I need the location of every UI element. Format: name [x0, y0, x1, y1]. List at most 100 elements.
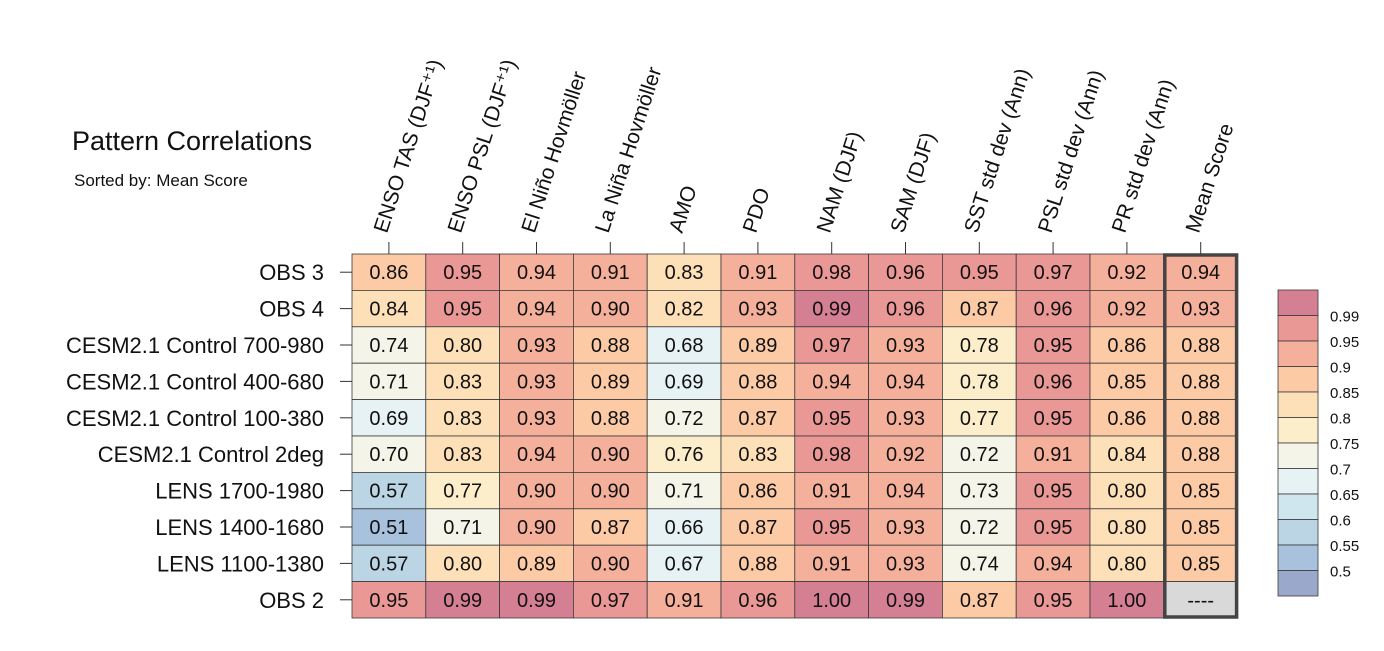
cell-value-label: 0.83: [665, 262, 704, 284]
cell-value-label: 0.99: [812, 299, 851, 321]
cell-value-label: 0.72: [960, 517, 999, 539]
cell-value-label: 0.88: [1181, 335, 1220, 357]
cell-value-label: 0.94: [517, 444, 556, 466]
colorbar-tick-label: 0.85: [1330, 385, 1359, 402]
heatmap-cell: [1015, 362, 1091, 401]
heatmap-cell: [720, 581, 796, 619]
cell-value-label: 0.97: [1034, 262, 1073, 284]
cell-value-label: 0.92: [886, 444, 925, 466]
heatmap-cell: [1089, 289, 1165, 328]
cell-value-label: 0.69: [369, 408, 408, 430]
column-label: ENSO PSL (DJF⁺¹): [444, 57, 522, 236]
cell-value-label: 0.86: [738, 481, 777, 503]
cell-value-label: 0.88: [1181, 371, 1220, 393]
cell-value-label: 0.80: [443, 553, 482, 575]
heatmap-cell: [1015, 508, 1091, 546]
cell-value-label: 0.95: [443, 262, 482, 284]
cell-value-label: 0.77: [960, 408, 999, 430]
heatmap-cell: [1163, 289, 1239, 328]
cell-value-label: 0.95: [960, 262, 999, 284]
cell-value-label: 0.90: [591, 299, 630, 321]
heatmap-cell: [425, 544, 500, 583]
heatmap-cell: [1089, 362, 1165, 401]
cell-value-label: 0.96: [1034, 299, 1073, 321]
cell-value-label: 0.93: [886, 553, 925, 575]
cell-value-label: 0.87: [738, 517, 777, 539]
cell-value-label: 0.93: [886, 335, 925, 357]
cell-value-label: 0.88: [738, 553, 777, 575]
heatmap-cell: [351, 581, 427, 619]
heatmap-cell: [499, 508, 574, 546]
cell-value-label: 0.94: [812, 371, 851, 393]
column-label: AMO: [665, 183, 702, 236]
heatmap-cell: [794, 253, 869, 291]
heatmap-cell: [1015, 399, 1091, 437]
cell-value-label: 0.94: [1034, 553, 1073, 575]
cell-value-label: 0.89: [517, 553, 556, 575]
heatmap-cell: [794, 471, 869, 510]
cell-value-label: 0.88: [591, 408, 630, 430]
cell-value-label: 0.77: [443, 481, 482, 503]
row-label: CESM2.1 Control 700-980: [66, 333, 324, 358]
heatmap-cell: [646, 289, 722, 328]
row-label: LENS 1700-1980: [155, 479, 324, 504]
heatmap-cell: [942, 399, 1017, 437]
cell-value-label: 0.82: [665, 299, 704, 321]
heatmap-cell: [868, 399, 943, 437]
heatmap-cell: [868, 544, 943, 583]
colorbar-tick-label: 0.8: [1330, 411, 1351, 428]
cell-value-label: 0.91: [812, 553, 851, 575]
cell-value-label: 0.93: [886, 517, 925, 539]
heatmap-cell: [1089, 508, 1165, 546]
cell-value-label: 0.85: [1181, 481, 1220, 503]
heatmap-cell: [868, 581, 943, 619]
heatmap-cell: [1163, 508, 1239, 546]
cell-value-label: 0.95: [369, 590, 408, 612]
cell-value-label: 0.93: [1181, 299, 1220, 321]
row-label: OBS 4: [259, 297, 324, 322]
heatmap-cell: [425, 581, 500, 619]
cell-value-label: 0.93: [517, 335, 556, 357]
cell-value-label: 0.98: [812, 262, 851, 284]
heatmap-cell: [573, 326, 648, 364]
cell-value-label: 0.83: [443, 408, 482, 430]
colorbar-tick-label: 0.7: [1330, 462, 1351, 479]
heatmap-cell: [499, 362, 574, 401]
heatmap-cell: [425, 289, 500, 328]
cell-value-label: 0.93: [517, 408, 556, 430]
colorbar-segment: [1277, 544, 1319, 571]
cell-value-label: 0.90: [591, 481, 630, 503]
heatmap-cell: [942, 253, 1017, 291]
heatmap-cell: [646, 435, 722, 473]
colorbar-tick-label: 0.5: [1330, 564, 1351, 581]
cell-value-label: 1.00: [812, 590, 851, 612]
column-label: El Niño Hovmöller: [517, 69, 591, 236]
heatmap-cell: [573, 435, 648, 473]
colorbar-segment: [1277, 289, 1319, 316]
colorbar-segment: [1277, 417, 1319, 444]
heatmap-cell: [646, 326, 722, 364]
cell-value-label: 0.51: [369, 517, 408, 539]
colorbar-tick-label: 0.95: [1330, 334, 1359, 351]
cell-value-label: 0.69: [665, 371, 704, 393]
cell-value-label: 0.86: [1107, 335, 1146, 357]
heatmap-cell: [868, 289, 943, 328]
heatmap-cell: [646, 544, 722, 583]
column-label: ENSO TAS (DJF⁺¹): [370, 57, 448, 236]
heatmap-cell: [942, 581, 1017, 619]
heatmap-cell: [1163, 362, 1239, 401]
row-label: CESM2.1 Control 400-680: [66, 369, 324, 394]
cell-value-label: 0.87: [960, 590, 999, 612]
heatmap-cell: [351, 508, 427, 546]
cell-value-label: 0.96: [738, 590, 777, 612]
cell-value-label: 0.95: [443, 299, 482, 321]
cell-value-label: 1.00: [1107, 590, 1146, 612]
cell-value-label: 0.91: [812, 481, 851, 503]
heatmap-cell: [1015, 581, 1091, 619]
heatmap-cell: [499, 289, 574, 328]
cell-value-label: 0.67: [665, 553, 704, 575]
cell-value-label: 0.99: [886, 590, 925, 612]
heatmap-cell: [720, 544, 796, 583]
heatmap-cell: [1015, 253, 1091, 291]
